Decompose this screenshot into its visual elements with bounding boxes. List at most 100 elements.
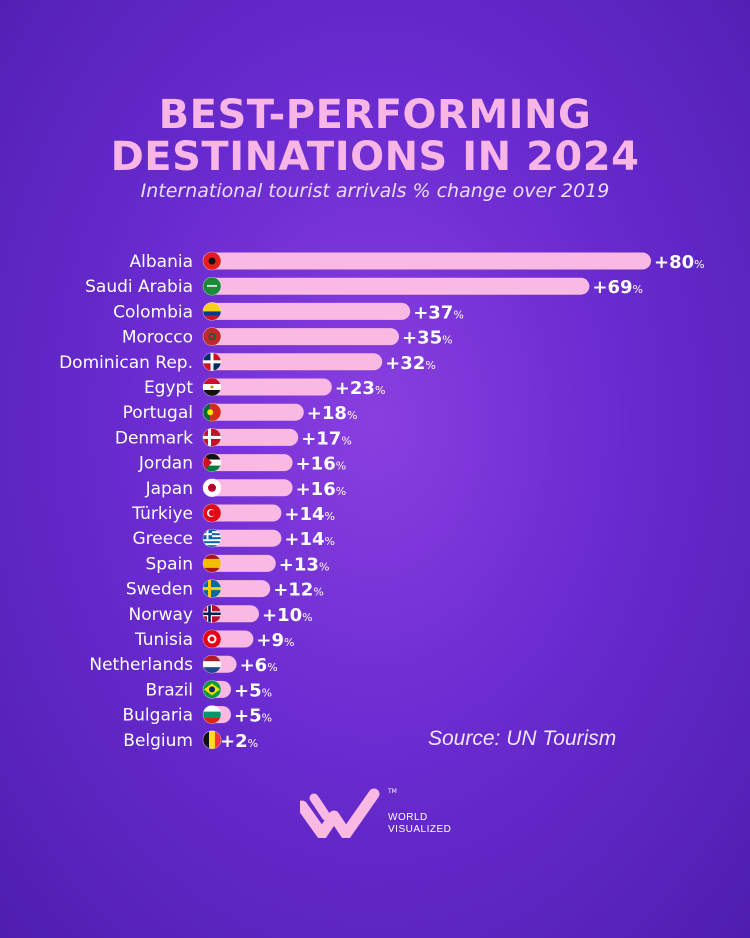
brazil-flag-icon — [202, 680, 222, 699]
category-label: Jordan — [138, 454, 193, 474]
norway-flag-icon — [202, 604, 222, 624]
category-label: Japan — [145, 479, 193, 499]
category-label: Colombia — [113, 302, 193, 322]
value-label: +5% — [234, 680, 272, 701]
value-label: +18% — [307, 403, 358, 424]
belgium-flag-icon — [202, 730, 222, 750]
value-label: +14% — [284, 529, 335, 550]
bar — [203, 378, 332, 396]
category-label: Bulgaria — [123, 706, 194, 726]
title-line-2: DESTINATIONS IN 2024 — [110, 134, 640, 180]
category-label: Norway — [129, 605, 194, 625]
bar-row-brazil: Brazil +5% — [146, 680, 272, 701]
value-label: +23% — [335, 378, 386, 399]
value-label: +10% — [262, 605, 313, 626]
category-label: Morocco — [122, 328, 193, 348]
bar — [203, 428, 299, 446]
value-label: +5% — [234, 706, 272, 727]
category-label: Sweden — [126, 580, 193, 600]
value-label: +32% — [385, 353, 436, 374]
bar — [203, 554, 276, 572]
title-line-1: BEST-PERFORMING — [158, 92, 592, 138]
morocco-flag-icon — [202, 327, 222, 346]
saudi-arabia-flag-icon — [202, 276, 222, 296]
tunisia-flag-icon — [202, 629, 222, 649]
bar-row-spain: Spain +13% — [146, 554, 330, 575]
bar-row-tunisia: Tunisia +9% — [134, 629, 294, 651]
value-label: +13% — [279, 554, 330, 575]
bar-row-netherlands: Netherlands +6% — [89, 654, 278, 676]
bar — [203, 302, 411, 320]
category-label: Albania — [130, 252, 193, 272]
turkiye-flag-icon — [202, 503, 222, 523]
brand-line-2: VISUALIZED — [388, 824, 452, 835]
bar — [203, 277, 590, 295]
category-label: Türkiye — [131, 504, 193, 524]
value-label: +17% — [301, 428, 352, 449]
trademark-mark: TM — [388, 788, 397, 795]
category-label: Netherlands — [89, 655, 193, 675]
value-label: +35% — [402, 328, 453, 349]
bar — [203, 328, 399, 346]
albania-flag-icon — [202, 251, 222, 271]
world-visualized-logo-icon — [300, 788, 380, 838]
category-label: Belgium — [123, 731, 193, 751]
value-label: +9% — [256, 630, 294, 651]
value-label: +16% — [296, 454, 347, 475]
bar-row-bulgaria: Bulgaria +5% — [123, 705, 272, 727]
bar — [203, 454, 293, 472]
value-label: +2% — [220, 731, 258, 752]
bar-row-colombia: Colombia +37% — [113, 302, 464, 323]
source-note: Source: UN Tourism — [428, 727, 617, 750]
bar — [203, 252, 651, 270]
japan-flag-icon — [202, 478, 222, 498]
bar — [203, 403, 304, 421]
bar-row-denmark: Denmark +17% — [115, 428, 352, 449]
category-label: Portugal — [123, 403, 193, 423]
egypt-flag-icon — [202, 377, 222, 397]
category-label: Denmark — [115, 428, 193, 448]
category-label: Saudi Arabia — [85, 277, 193, 297]
dominican-rep-flag-icon — [202, 352, 222, 372]
value-label: +6% — [240, 655, 278, 676]
value-label: +14% — [284, 504, 335, 525]
category-label: Tunisia — [134, 630, 193, 650]
colombia-flag-icon — [202, 302, 222, 321]
brand-name: WORLD VISUALIZED — [388, 812, 451, 836]
bar — [203, 479, 293, 497]
bar-row-norway: Norway +10% — [129, 604, 313, 626]
spain-flag-icon — [202, 554, 222, 573]
bar-row-albania: Albania +80% — [130, 251, 705, 273]
category-label: Brazil — [146, 680, 193, 700]
bar-chart: Albania +80% Saudi Arabia +69% Colombia +37% M… — [59, 251, 705, 752]
bar-row-morocco: Morocco +35% — [122, 327, 453, 349]
bar — [203, 353, 383, 371]
category-label: Egypt — [144, 378, 193, 398]
bar-row-japan: Japan +16% — [145, 478, 347, 500]
jordan-flag-icon — [202, 453, 222, 472]
brand-line-1: WORLD — [388, 812, 428, 823]
netherlands-flag-icon — [202, 654, 222, 674]
bar-row-jordan: Jordan +16% — [138, 453, 347, 475]
bar-row-egypt: Egypt +23% — [144, 377, 386, 399]
bulgaria-flag-icon — [202, 705, 222, 724]
bar-row-saudi-arabia: Saudi Arabia +69% — [85, 276, 643, 298]
sweden-flag-icon — [202, 579, 222, 598]
portugal-flag-icon — [202, 402, 222, 422]
bar-row-portugal: Portugal +18% — [123, 402, 358, 424]
bar — [203, 529, 282, 547]
category-label: Greece — [132, 529, 193, 549]
bar-row-greece: Greece +14% — [132, 528, 335, 550]
value-label: +69% — [592, 277, 643, 298]
bar-row-turkiye: Türkiye +14% — [131, 503, 335, 525]
bar-row-dominican-rep: Dominican Rep. +32% — [59, 352, 436, 374]
denmark-flag-icon — [202, 428, 222, 447]
value-label: +80% — [654, 252, 705, 273]
greece-flag-icon — [202, 528, 222, 548]
bar-row-belgium: Belgium +2% — [123, 730, 258, 752]
value-label: +16% — [296, 479, 347, 500]
category-label: Dominican Rep. — [59, 353, 193, 373]
bar-row-sweden: Sweden +12% — [126, 579, 324, 601]
value-label: +12% — [273, 580, 324, 601]
value-label: +37% — [413, 302, 464, 323]
